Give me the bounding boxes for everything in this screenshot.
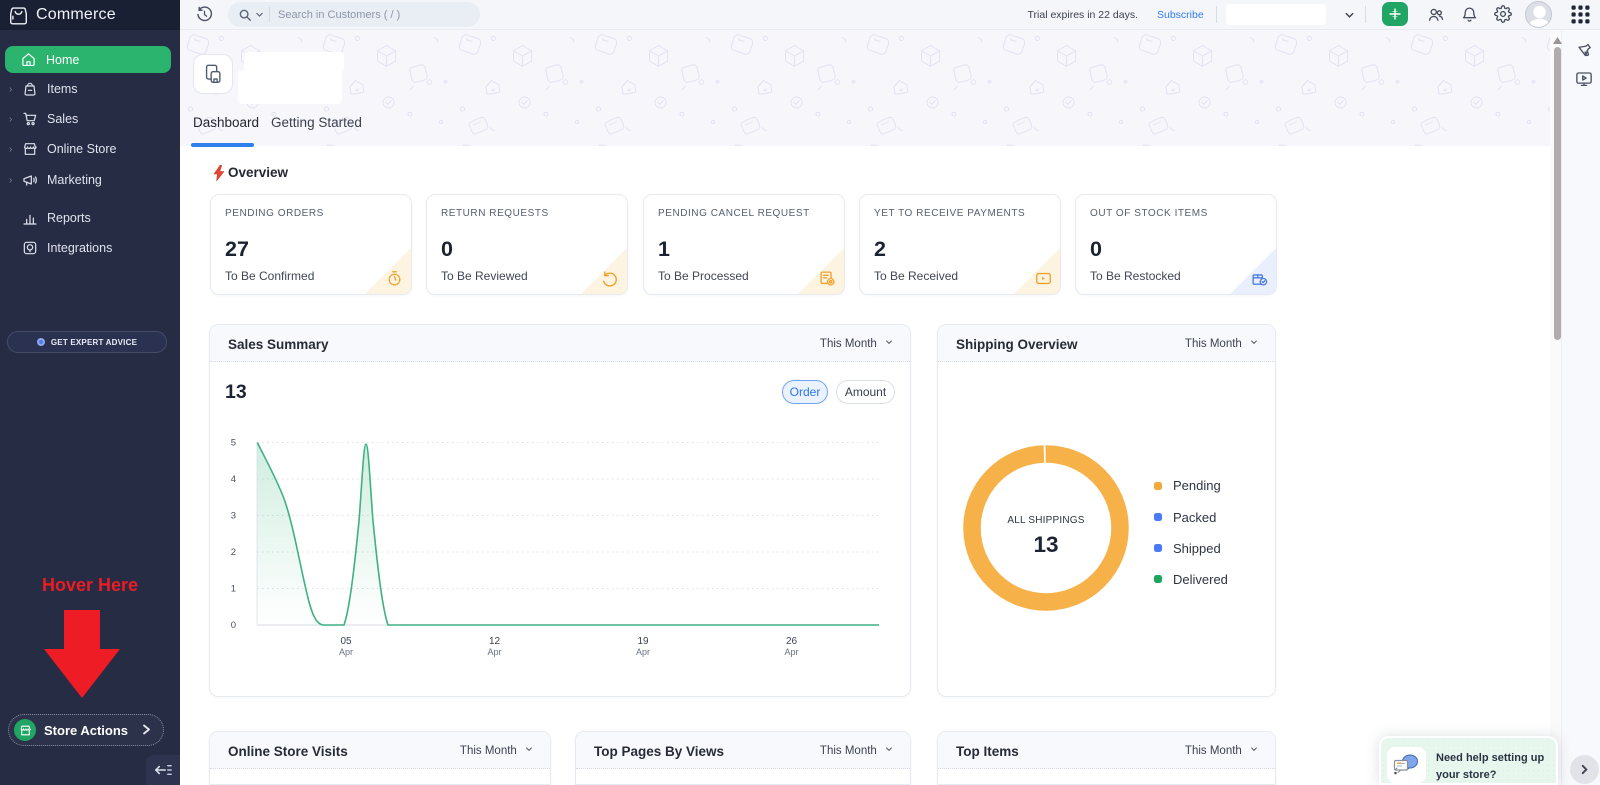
svg-text:4: 4 [231,474,236,485]
svg-text:19: 19 [637,636,649,647]
svg-text:Apr: Apr [487,647,501,657]
svg-text:Apr: Apr [636,647,650,657]
svg-text:Apr: Apr [339,647,353,657]
svg-text:0: 0 [231,620,236,631]
svg-text:Apr: Apr [784,647,798,657]
svg-text:12: 12 [489,636,501,647]
svg-text:2: 2 [231,547,236,558]
svg-text:05: 05 [340,636,352,647]
svg-text:26: 26 [786,636,798,647]
svg-text:3: 3 [231,511,236,522]
svg-text:1: 1 [231,584,236,595]
svg-text:5: 5 [231,438,236,449]
